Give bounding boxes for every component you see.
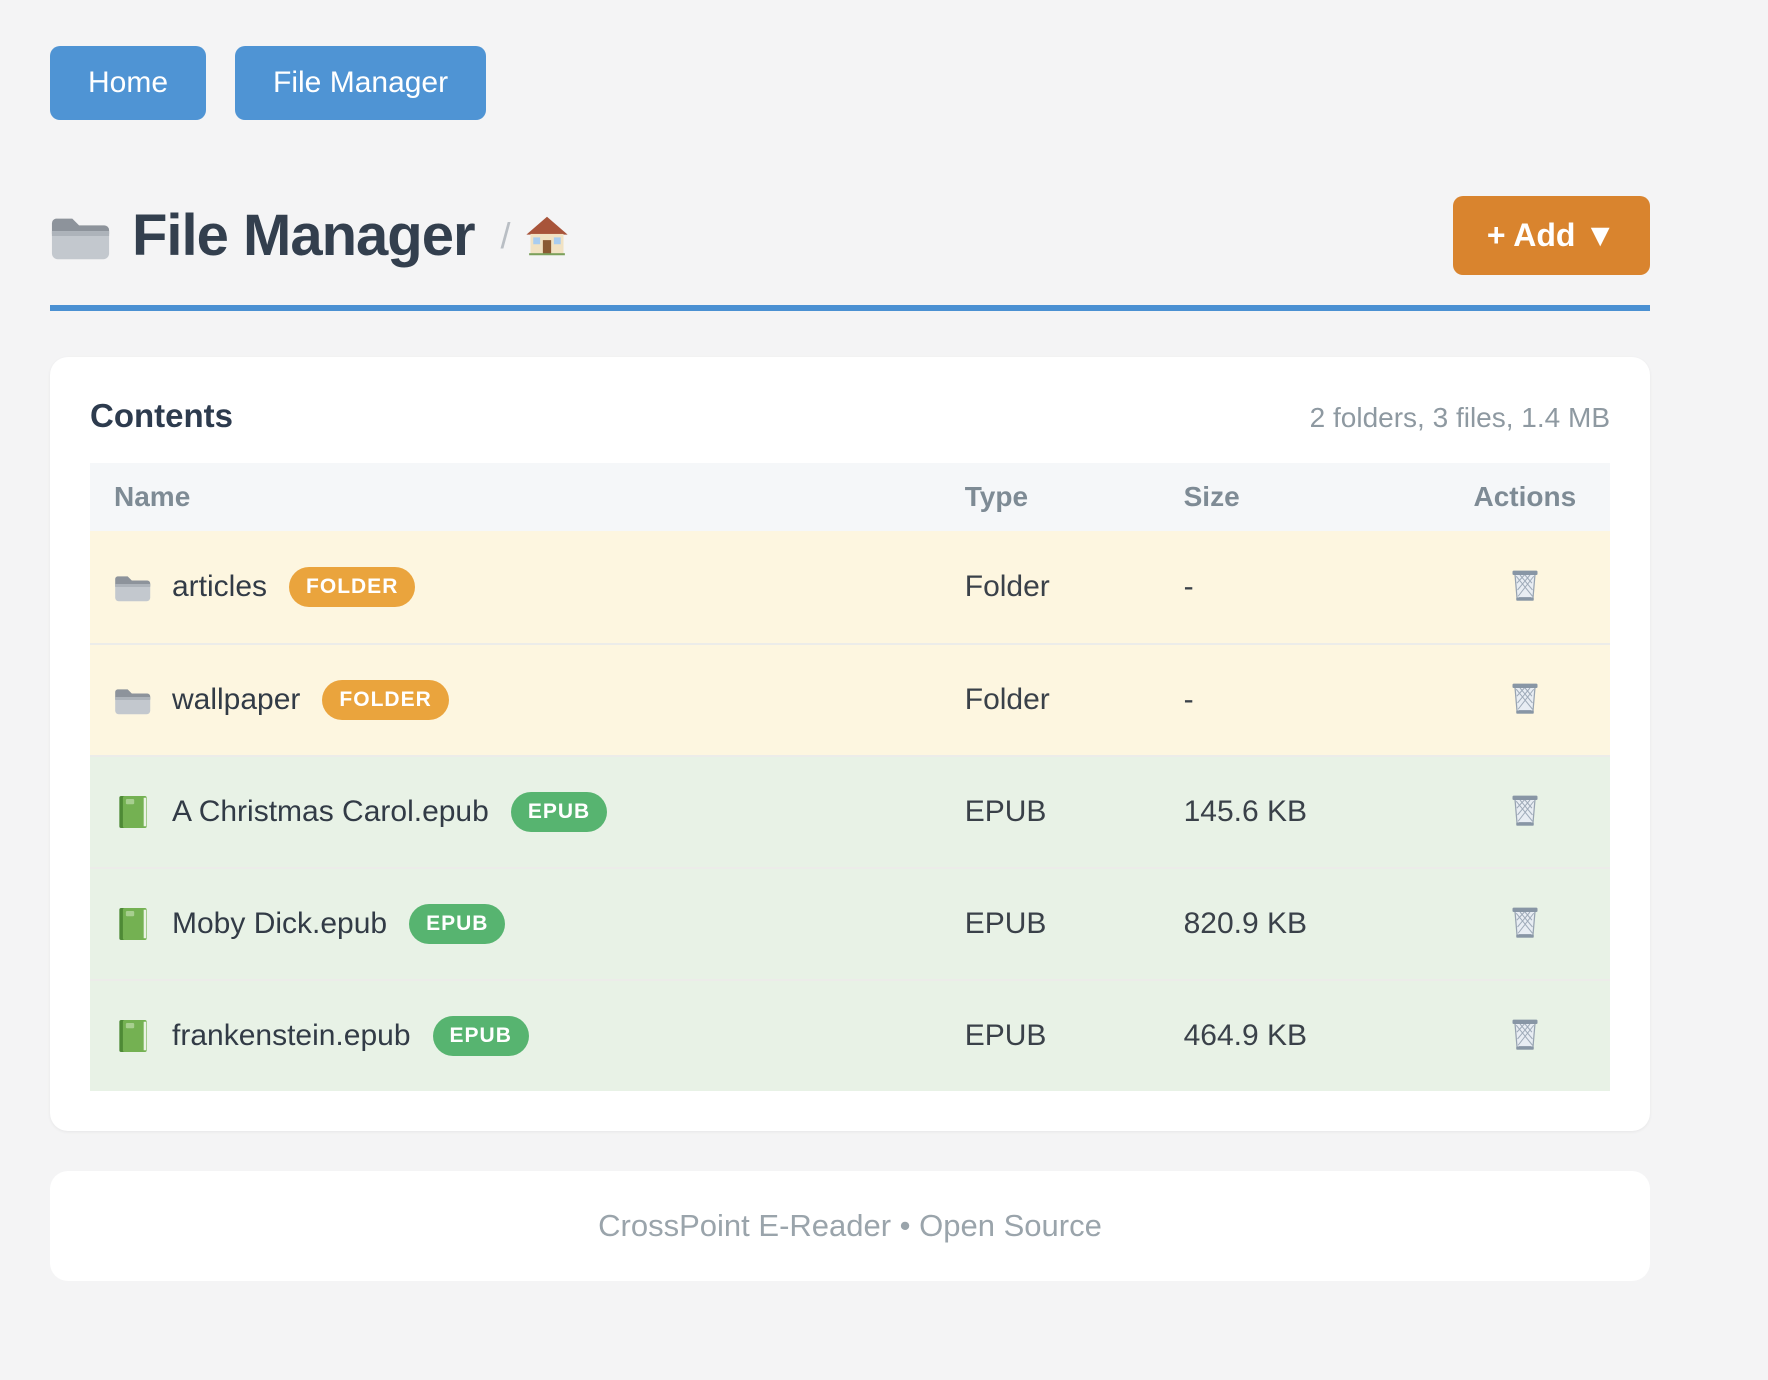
- page-title: File Manager: [132, 203, 476, 268]
- trash-icon: [1511, 1019, 1538, 1051]
- delete-button[interactable]: [1501, 896, 1549, 948]
- type-badge: FOLDER: [322, 680, 449, 720]
- column-header-actions: Actions: [1473, 481, 1577, 512]
- type-badge: FOLDER: [289, 567, 416, 607]
- file-name[interactable]: A Christmas Carol.epub: [172, 795, 489, 828]
- column-header-type: Type: [964, 481, 1029, 512]
- contents-card-header: Contents 2 folders, 3 files, 1.4 MB: [90, 397, 1610, 435]
- name-cell: frankenstein.epub EPUB: [90, 1016, 965, 1056]
- footer: CrossPoint E-Reader • Open Source: [50, 1171, 1650, 1281]
- size-cell: 145.6 KB: [1183, 795, 1308, 828]
- delete-button[interactable]: [1501, 559, 1549, 611]
- size-cell: -: [1183, 683, 1194, 716]
- actions-cell: [1440, 784, 1610, 840]
- top-nav: Home File Manager: [50, 46, 1650, 120]
- file-manager-page: Home File Manager File Manager / + Add ▼…: [50, 46, 1650, 1281]
- table-row: A Christmas Carol.epub EPUB EPUB 145.6 K…: [90, 755, 1610, 867]
- type-badge: EPUB: [432, 1016, 529, 1056]
- trash-icon: [1511, 683, 1538, 715]
- delete-button[interactable]: [1501, 672, 1549, 724]
- footer-text: CrossPoint E-Reader • Open Source: [598, 1208, 1102, 1243]
- size-cell: -: [1183, 570, 1194, 603]
- delete-button[interactable]: [1501, 784, 1549, 836]
- trash-icon: [1511, 907, 1538, 939]
- title-group: File Manager /: [50, 202, 569, 269]
- breadcrumb-separator: /: [500, 214, 511, 256]
- type-cell: Folder: [964, 683, 1050, 716]
- folder-icon: [51, 218, 110, 259]
- type-cell: EPUB: [964, 795, 1047, 828]
- actions-cell: [1440, 896, 1610, 952]
- type-cell: EPUB: [964, 907, 1047, 940]
- table-row: Moby Dick.epub EPUB EPUB 820.9 KB: [90, 867, 1610, 979]
- contents-summary: 2 folders, 3 files, 1.4 MB: [1309, 402, 1610, 433]
- add-button[interactable]: + Add ▼: [1452, 196, 1650, 275]
- file-name[interactable]: Moby Dick.epub: [172, 907, 388, 940]
- file-table: Name Type Size Actions articles FOLDER F…: [90, 463, 1610, 1091]
- actions-cell: [1440, 672, 1610, 728]
- name-cell: A Christmas Carol.epub EPUB: [90, 792, 965, 832]
- actions-cell: [1440, 1008, 1610, 1064]
- type-cell: EPUB: [964, 1019, 1047, 1052]
- type-badge: EPUB: [409, 904, 506, 944]
- table-row: articles FOLDER Folder -: [90, 531, 1610, 643]
- type-badge: EPUB: [510, 792, 608, 832]
- trash-icon: [1511, 570, 1538, 602]
- page-header: File Manager / + Add ▼: [50, 196, 1650, 275]
- table-row: frankenstein.epub EPUB EPUB 464.9 KB: [90, 979, 1610, 1091]
- table-body: articles FOLDER Folder - wallpaper FOLDE…: [90, 531, 1610, 1091]
- column-header-name: Name: [114, 481, 191, 512]
- delete-button[interactable]: [1501, 1008, 1549, 1060]
- name-cell: articles FOLDER: [90, 567, 965, 607]
- name-cell: wallpaper FOLDER: [90, 680, 965, 720]
- book-icon: [119, 795, 147, 829]
- type-cell: Folder: [964, 570, 1050, 603]
- table-header-row: Name Type Size Actions: [90, 463, 1610, 531]
- nav-file-manager-button[interactable]: File Manager: [235, 46, 487, 120]
- size-cell: 464.9 KB: [1183, 1019, 1308, 1052]
- nav-home-button[interactable]: Home: [50, 46, 207, 120]
- book-icon: [119, 1019, 147, 1053]
- file-name[interactable]: articles: [172, 570, 268, 603]
- table-row: wallpaper FOLDER Folder -: [90, 643, 1610, 755]
- file-name[interactable]: wallpaper: [172, 683, 301, 716]
- contents-card: Contents 2 folders, 3 files, 1.4 MB Name…: [50, 357, 1650, 1131]
- book-icon: [119, 907, 147, 941]
- contents-title: Contents: [90, 397, 233, 434]
- breadcrumb: /: [501, 214, 569, 258]
- folder-icon: [115, 576, 151, 602]
- actions-cell: [1440, 559, 1610, 615]
- home-icon[interactable]: [525, 214, 569, 258]
- trash-icon: [1511, 795, 1538, 827]
- size-cell: 820.9 KB: [1183, 907, 1308, 940]
- title-underline: [50, 305, 1650, 311]
- folder-icon: [115, 689, 151, 715]
- file-name[interactable]: frankenstein.epub: [172, 1019, 411, 1052]
- column-header-size: Size: [1183, 481, 1240, 512]
- name-cell: Moby Dick.epub EPUB: [90, 904, 965, 944]
